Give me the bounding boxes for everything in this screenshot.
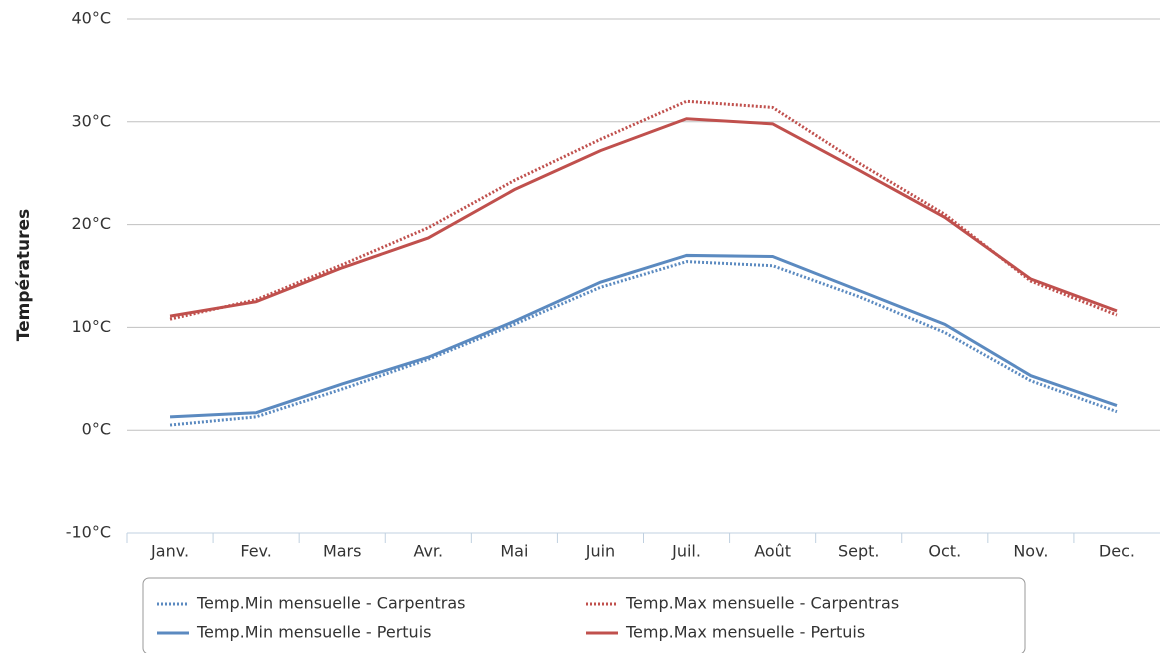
y-tick-label: 0°C — [82, 420, 111, 439]
y-tick-label: 20°C — [71, 214, 111, 233]
y-tick-label: 30°C — [71, 111, 111, 130]
x-tick-label: Nov. — [1013, 542, 1048, 561]
legend-label: Temp.Min mensuelle - Carpentras — [196, 594, 465, 613]
x-tick-label: Dec. — [1099, 542, 1135, 561]
legend-label: Temp.Max mensuelle - Carpentras — [625, 594, 899, 613]
x-tick-label: Fev. — [240, 542, 271, 561]
x-tick-label: Sept. — [838, 542, 880, 561]
x-tick-label: Juil. — [671, 542, 701, 561]
legend-label: Temp.Min mensuelle - Pertuis — [196, 623, 431, 642]
x-tick-label: Août — [754, 542, 791, 561]
series-line — [169, 117, 1118, 318]
y-tick-label: 40°C — [71, 9, 111, 28]
x-tick-label: Juin — [585, 542, 615, 561]
legend-label: Temp.Max mensuelle - Pertuis — [625, 623, 865, 642]
legend-box — [142, 577, 1026, 653]
x-tick-label: Mai — [500, 542, 528, 561]
y-axis-title: Températures — [14, 209, 34, 341]
series-line — [169, 260, 1118, 427]
x-tick-label: Avr. — [413, 542, 443, 561]
x-tick-label: Janv. — [150, 542, 189, 561]
x-tick-label: Mars — [323, 542, 362, 561]
y-tick-label: 10°C — [71, 317, 111, 336]
series-line — [169, 253, 1118, 419]
x-tick-label: Oct. — [928, 542, 961, 561]
series-line — [169, 99, 1118, 321]
y-tick-label: -10°C — [66, 523, 111, 542]
